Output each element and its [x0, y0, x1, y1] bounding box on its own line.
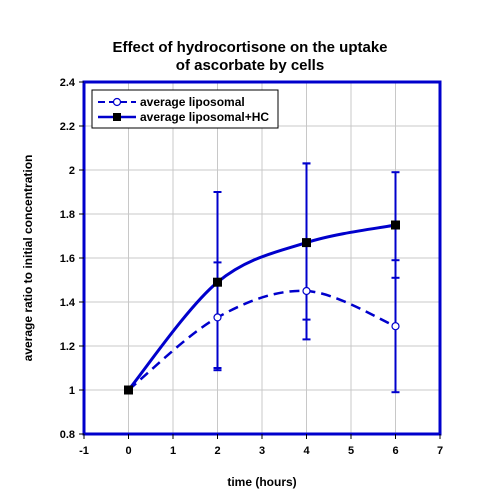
- x-tick-label-0: -1: [79, 445, 89, 457]
- data-markers: [124, 220, 400, 395]
- legend-box: [91, 89, 279, 129]
- y-tick-label-2: 1.2: [60, 341, 75, 353]
- chart-title-line-2: of ascorbate by cells: [176, 57, 324, 74]
- axis-ticks: -1 0 1 2 3 4 5 6 7 0.8 1 1.2 1.4 1.6 1.8 2 2.2 2.4: [60, 77, 443, 457]
- legend-label-average-liposomal-hc: average liposomal+HC: [140, 110, 269, 124]
- y-tick-label-6: 2: [69, 165, 75, 177]
- legend-marker-average-liposomal-hc: [113, 113, 121, 121]
- chart-title-line-1: Effect of hydrocortisone on the uptake: [112, 39, 387, 56]
- x-tick-label-7: 6: [392, 445, 398, 457]
- data-point-s0-p2: [302, 286, 311, 296]
- legend: average liposomal average liposomal+HC: [91, 89, 279, 129]
- data-point-s1-p3: [391, 220, 400, 230]
- series-line-1: [127, 223, 396, 391]
- x-tick-label-4: 3: [259, 445, 265, 457]
- x-axis-label: time (hours): [227, 475, 296, 489]
- x-tick-label-3: 2: [214, 445, 220, 457]
- y-tick-label-1: 1: [69, 385, 75, 397]
- y-tick-label-3: 1.4: [60, 297, 76, 309]
- x-tick-label-1: 0: [125, 445, 131, 457]
- legend-marker-average-liposomal: [112, 97, 122, 107]
- data-point-s0-p1: [213, 313, 222, 322]
- x-tick-label-5: 4: [303, 445, 310, 457]
- series-line-0: [127, 289, 396, 391]
- y-tick-label-4: 1.6: [60, 253, 75, 265]
- data-point-s1-p2: [302, 238, 311, 248]
- legend-label-average-liposomal: average liposomal: [140, 95, 245, 109]
- data-point-s1-p0: [124, 385, 133, 395]
- y-axis-label: average ratio to initial concentration: [21, 155, 35, 362]
- data-point-s1-p1: [213, 277, 222, 287]
- y-tick-label-7: 2.2: [60, 121, 75, 133]
- x-tick-label-2: 1: [170, 445, 176, 457]
- y-tick-label-5: 1.8: [60, 209, 75, 221]
- data-point-s0-p3: [391, 322, 400, 331]
- series-curves: [127, 223, 396, 391]
- y-tick-label-0: 0.8: [60, 429, 75, 441]
- x-tick-label-6: 5: [348, 445, 354, 457]
- x-tick-label-8: 7: [437, 445, 443, 457]
- y-tick-label-8: 2.4: [60, 77, 76, 89]
